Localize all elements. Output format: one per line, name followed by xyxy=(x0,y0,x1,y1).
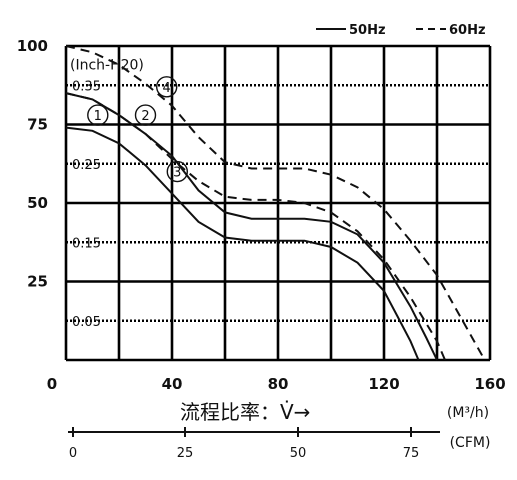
marker-label-1: 1 xyxy=(94,109,102,124)
x-tick-label: 120 xyxy=(368,375,399,393)
legend-label: 50Hz xyxy=(349,23,386,38)
y-tick-label: 100 xyxy=(17,37,48,55)
curve-3 xyxy=(65,92,446,361)
y-tick-label: 25 xyxy=(27,273,48,291)
marker-label-3: 3 xyxy=(173,166,181,181)
x-axis-unit: (M³/h) xyxy=(447,405,489,421)
marker-circle-3 xyxy=(166,160,189,183)
cfm-tick-label: 0 xyxy=(69,446,77,461)
cfm-tick-label: 50 xyxy=(290,446,307,461)
legend-label: 60Hz xyxy=(449,23,486,38)
x-tick-label: 0 xyxy=(47,375,57,393)
x-tick-label: 80 xyxy=(268,375,289,393)
marker-label-2: 2 xyxy=(141,109,149,124)
cfm-axis-unit: (CFM) xyxy=(450,435,491,451)
x-axis-title: 流程比率：V̇→ xyxy=(180,400,310,424)
legend: 50Hz 60Hz xyxy=(316,23,486,38)
marker-label-4: 4 xyxy=(163,81,171,96)
curves xyxy=(65,45,486,361)
grid xyxy=(64,44,492,362)
marker-circle-4 xyxy=(155,76,178,98)
inner-y-tick-label: 0.25 xyxy=(72,158,101,173)
marker-circle-2 xyxy=(134,104,157,126)
curve-4 xyxy=(65,45,486,361)
marker-circle-1 xyxy=(87,104,109,126)
inner-y-tick-label: 0.35 xyxy=(72,79,101,94)
x-tick-label: 160 xyxy=(474,375,505,393)
cfm-tick-label: 25 xyxy=(177,446,194,461)
x-tick-label: 40 xyxy=(162,375,183,393)
inner-axis-unit: (Inch-H20) xyxy=(70,58,144,74)
cfm-tick-label: 75 xyxy=(403,446,420,461)
inner-y-tick-label: 0.05 xyxy=(72,315,101,330)
curve-2 xyxy=(65,92,438,361)
y-tick-label: 75 xyxy=(27,116,48,134)
inner-y-tick-label: 0.15 xyxy=(72,236,101,251)
curve-1 xyxy=(65,126,420,361)
y-tick-label: 50 xyxy=(27,194,48,212)
